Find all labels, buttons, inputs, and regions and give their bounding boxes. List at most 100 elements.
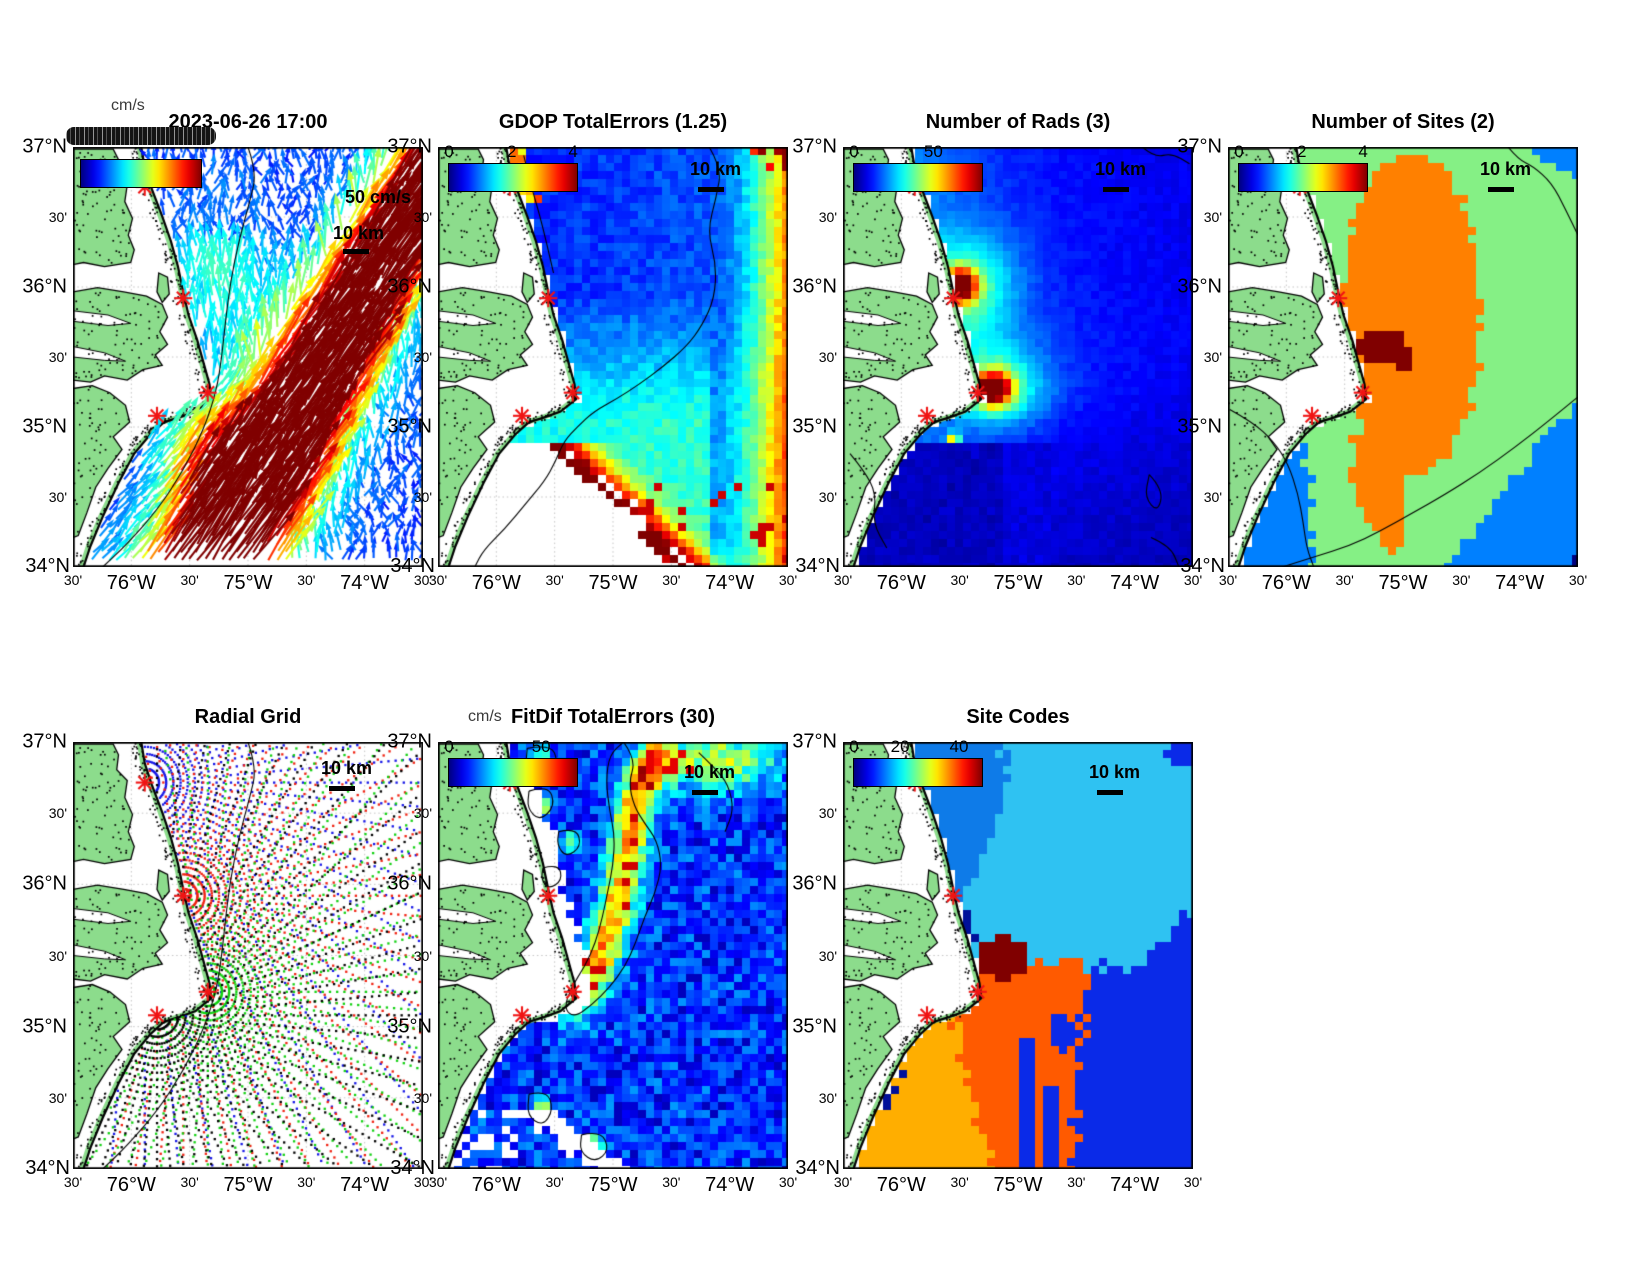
scale-bar-label: 10 km bbox=[321, 758, 373, 778]
scale-bar-icon bbox=[692, 790, 718, 795]
x-axis-tick-label: 30' bbox=[428, 1174, 448, 1190]
y-axis-tick-label: 30' bbox=[818, 488, 837, 505]
y-axis-tick-label: 36°N bbox=[22, 275, 67, 298]
x-axis-tick-label: 30' bbox=[297, 572, 316, 588]
scale-bar-icon bbox=[343, 249, 369, 254]
scale-bar-icon bbox=[1103, 187, 1129, 192]
x-axis-tick-label: 30' bbox=[63, 572, 83, 588]
x-axis-tick-label: 74°W bbox=[340, 1174, 390, 1196]
map-canvas bbox=[73, 742, 423, 1169]
x-axis-tick-label: 30' bbox=[1452, 572, 1471, 588]
x-axis-tick-label: 30' bbox=[950, 572, 969, 588]
y-axis-tick-label: 30' bbox=[48, 209, 67, 225]
x-axis-tick-label: 30' bbox=[545, 572, 564, 588]
x-axis-tick-label: 30' bbox=[662, 572, 681, 588]
y-axis-tick-label: 37°N bbox=[387, 730, 432, 753]
x-axis-tick-label: 75°W bbox=[223, 1174, 273, 1196]
scale-bar-icon bbox=[329, 786, 355, 791]
x-axis-tick-label: 30' bbox=[545, 1174, 564, 1190]
x-axis-tick-label: 30' bbox=[778, 572, 798, 588]
map-canvas bbox=[843, 147, 1193, 567]
colorbar-tick: 0 bbox=[849, 737, 859, 756]
colorbar-tick: 0 bbox=[849, 142, 859, 161]
map-panel-radial-grid: Radial Grid 10 km 37°N 30' 36°N 30' 35°N 30' 3… bbox=[22, 706, 432, 1196]
x-axis-tick-label: 75°W bbox=[588, 572, 638, 594]
y-axis-tick-label: 36°N bbox=[22, 872, 67, 895]
colorbar-tick: 50 bbox=[531, 737, 551, 756]
colorbar-unit-label: cm/s bbox=[468, 708, 502, 725]
y-axis-tick-label: 30' bbox=[1203, 488, 1222, 505]
vector-scale-label: 50 cm/s bbox=[345, 187, 412, 207]
y-axis-corner-label: 34°N bbox=[795, 1157, 840, 1179]
x-axis-tick-label: 76°W bbox=[876, 1174, 926, 1196]
y-axis-tick-label: 30' bbox=[413, 947, 432, 964]
scale-bar-icon bbox=[698, 187, 724, 192]
y-axis-tick-label: 30' bbox=[413, 1089, 432, 1106]
x-axis-tick-label: 30' bbox=[413, 1174, 433, 1190]
y-axis-tick-label: 37°N bbox=[1177, 135, 1222, 158]
map-panel-num-sites: Number of Sites (2) 0 2 4 10 km 37°N 30' 36°… bbox=[1177, 111, 1587, 594]
y-axis-tick-label: 30' bbox=[1203, 349, 1222, 365]
x-axis-tick-label: 76°W bbox=[876, 572, 926, 594]
map-canvas bbox=[73, 147, 423, 567]
panel-title: Site Codes bbox=[966, 706, 1070, 728]
y-axis-tick-label: 35°N bbox=[387, 415, 432, 438]
y-axis-tick-label: 30' bbox=[818, 805, 837, 822]
y-axis-corner-label: 34°N bbox=[1180, 555, 1225, 577]
colorbar-tick: 0 bbox=[1234, 142, 1244, 161]
colorbar-tick: 40 bbox=[949, 737, 969, 756]
x-axis-tick-label: 30' bbox=[428, 572, 448, 588]
x-axis-tick-label: 75°W bbox=[223, 572, 273, 594]
x-axis-tick-label: 75°W bbox=[588, 1174, 638, 1196]
x-axis-tick-label: 76°W bbox=[471, 572, 521, 594]
y-axis-tick-label: 30' bbox=[48, 1089, 67, 1106]
colorbar-tick: 2 bbox=[506, 142, 517, 161]
y-axis-tick-label: 30' bbox=[818, 349, 837, 365]
y-axis-corner-label: 34°N bbox=[390, 1157, 435, 1179]
colorbar-tick: 4 bbox=[1358, 142, 1368, 161]
x-axis-tick-label: 75°W bbox=[993, 1174, 1043, 1196]
y-axis-tick-label: 30' bbox=[48, 947, 67, 964]
x-axis-tick-label: 30' bbox=[413, 572, 433, 588]
colorbar-tick: 20 bbox=[890, 737, 910, 756]
x-axis-tick-label: 30' bbox=[1183, 572, 1203, 588]
scale-bar-label: 10 km bbox=[1480, 159, 1532, 179]
y-axis-corner-label: 34°N bbox=[795, 555, 840, 577]
map-canvas bbox=[843, 742, 1193, 1169]
map-panel-gdop: GDOP TotalErrors (1.25) 0 2 4 10 km 37°N 30… bbox=[387, 111, 797, 594]
x-axis-tick-label: 30' bbox=[778, 1174, 798, 1190]
y-axis-tick-label: 35°N bbox=[792, 1015, 837, 1038]
colorbar-tick: 0 bbox=[444, 737, 454, 756]
x-axis-tick-label: 30' bbox=[833, 572, 853, 588]
colorbar-tick: 4 bbox=[568, 142, 578, 161]
y-axis-tick-label: 35°N bbox=[22, 1015, 67, 1038]
map-panel-num-rads: Number of Rads (3) 0 50 10 km 37°N 30' 36°N… bbox=[792, 111, 1202, 594]
y-axis-tick-label: 36°N bbox=[792, 275, 837, 298]
x-axis-tick-label: 30' bbox=[63, 1174, 83, 1190]
map-panel-totals-vectors: 2023-06-26 17:00 cm/s 10 km 50 cm/s 37°N… bbox=[22, 97, 432, 594]
x-axis-tick-label: 30' bbox=[950, 1174, 969, 1190]
x-axis-tick-label: 74°W bbox=[1110, 1174, 1160, 1196]
colorbar-tick: 0 bbox=[444, 142, 454, 161]
x-axis-tick-label: 30' bbox=[1568, 572, 1588, 588]
x-axis-tick-label: 74°W bbox=[340, 572, 390, 594]
map-canvas bbox=[1228, 147, 1578, 567]
y-axis-tick-label: 30' bbox=[818, 1089, 837, 1106]
y-axis-tick-label: 35°N bbox=[792, 415, 837, 438]
panel-title: Number of Rads (3) bbox=[925, 111, 1111, 133]
x-axis-tick-label: 74°W bbox=[705, 572, 755, 594]
scale-bar-label: 10 km bbox=[1089, 762, 1141, 782]
x-axis-tick-label: 76°W bbox=[1261, 572, 1311, 594]
x-axis-tick-label: 30' bbox=[662, 1174, 681, 1190]
map-canvas bbox=[438, 147, 788, 567]
scale-bar-label: 10 km bbox=[333, 223, 385, 243]
y-axis-tick-label: 37°N bbox=[792, 135, 837, 158]
x-axis-tick-label: 30' bbox=[1067, 1174, 1086, 1190]
map-canvas bbox=[438, 742, 788, 1169]
y-axis-tick-label: 36°N bbox=[792, 872, 837, 895]
panel-title: FitDif TotalErrors (30) bbox=[510, 706, 716, 728]
map-panel-fitdif: FitDif TotalErrors (30) cm/s 0 50 10 km 3… bbox=[387, 706, 797, 1196]
y-axis-corner-label: 34°N bbox=[390, 555, 435, 577]
colorbar: 0 50 bbox=[849, 142, 983, 192]
